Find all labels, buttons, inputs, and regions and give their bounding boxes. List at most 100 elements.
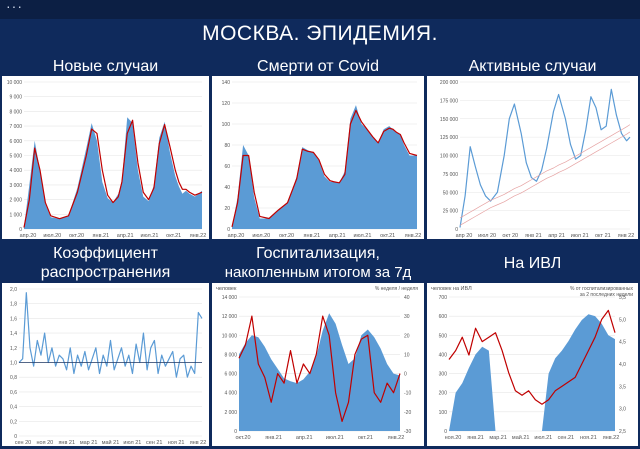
window-top-bar: ··· [0, 0, 640, 19]
x-tick-label: ноя 20 [37, 440, 54, 446]
panel-hosp: 0 2 000 4 000 6 000 8 000 10 000 12 000 14 000 -… [212, 283, 424, 446]
y-right-tick-label: 2,5 [619, 429, 626, 435]
panel-title-new-cases: Новые случаи [52, 58, 159, 75]
y-tick-label: 1,2 [10, 346, 17, 352]
x-tick-label: июл.21 [326, 435, 344, 441]
series-line [23, 119, 203, 228]
x-tick-label: июл 21 [571, 233, 589, 239]
menu-dots-icon[interactable]: ··· [6, 0, 23, 14]
panel-ivl: 0 100 200 300 400 500 600 700 2,5 3,0 3,5 4,0 4,5 5,0… [427, 283, 638, 446]
x-tick-label: мар.21 [489, 435, 507, 441]
y-tick-label: 7 000 [9, 124, 22, 130]
x-tick-label: апр.20 [228, 233, 245, 239]
y-right-tick-label: 3,0 [619, 407, 626, 413]
y-tick-label: 4 000 [9, 168, 22, 174]
series-line [459, 124, 631, 219]
x-tick-label: сен.21 [558, 435, 575, 441]
page-title: МОСКВА. ЭПИДЕМИЯ. [202, 22, 438, 45]
y-tick-label: 75 000 [443, 172, 459, 178]
series-line [448, 309, 616, 405]
x-tick-label: янв.21 [265, 435, 282, 441]
x-tick-label: июл 20 [478, 233, 496, 239]
y-tick-label: 700 [439, 295, 448, 301]
y-right-tick-label: -10 [404, 391, 411, 397]
y-right-tick-label: -20 [404, 410, 411, 416]
x-tick-label: янв.21 [467, 435, 484, 441]
x-tick-label: янв.22 [190, 233, 207, 239]
y-tick-label: 0 [227, 227, 230, 233]
y-tick-label: 200 [439, 391, 448, 397]
y-right-tick-label: -30 [404, 429, 411, 435]
x-tick-label: июл.20 [252, 233, 270, 239]
y-tick-label: 400 [439, 352, 448, 358]
y-tick-label: 25 000 [443, 209, 459, 215]
x-tick-label: янв 21 [525, 233, 542, 239]
y-tick-label: 3 000 [9, 183, 22, 189]
y-tick-label: 0,2 [10, 419, 17, 425]
x-tick-label: окт 21 [595, 233, 611, 239]
y-tick-label: 10 000 [7, 80, 23, 86]
y-tick-label: 140 [222, 80, 231, 86]
panel-new-cases: 0 1 000 2 000 3 000 4 000 5 000 6 000 7 000 8 00… [2, 76, 209, 239]
y-right-tick-label: 4,0 [619, 362, 626, 368]
x-tick-label: май 21 [102, 439, 120, 446]
x-tick-label: сен 21 [146, 440, 163, 446]
series-line [459, 88, 631, 228]
series-line [459, 131, 631, 226]
y-tick-label: 0 [14, 434, 17, 440]
x-tick-label: окт.21 [380, 233, 395, 239]
y-right-tick-label: 20 [404, 333, 410, 339]
y-tick-label: 80 [224, 143, 230, 149]
y-right-tick-label: 40 [404, 295, 410, 301]
y-tick-label: 0,6 [10, 390, 17, 396]
y-tick-label: 300 [439, 372, 448, 378]
x-tick-label: окт 20 [502, 233, 518, 239]
x-tick-label: янв.21 [304, 233, 321, 239]
chart-deaths: 0 20 40 60 80 100 120 140 апр.20 июл.20 окт.20 янв.… [222, 80, 422, 239]
y-tick-label: 9 000 [9, 95, 22, 101]
y-tick-label: 2 000 [224, 410, 237, 416]
x-tick-label: мар 21 [80, 440, 98, 446]
series-area [449, 314, 615, 431]
y-tick-label: 4 000 [224, 391, 237, 397]
series-line [231, 109, 418, 228]
y-tick-label: 8 000 [9, 109, 22, 115]
x-tick-label: июл.21 [534, 435, 552, 441]
y-tick-label: 12 000 [222, 314, 238, 320]
y-tick-label: 40 [224, 185, 230, 191]
chart-new-cases: 0 1 000 2 000 3 000 4 000 5 000 6 000 7 000 8 00… [7, 80, 207, 239]
x-tick-label: окт.20 [69, 233, 84, 239]
x-tick-label: сен 20 [15, 440, 32, 446]
panel-title-hosp-line2: накопленным итогом за 7д [224, 264, 412, 281]
y-tick-label: 0,4 [10, 405, 17, 411]
y-tick-label: 20 [224, 206, 230, 212]
x-tick-label: июл.21 [140, 233, 158, 239]
y-right-axis-label: % от госпитализированных [570, 286, 634, 292]
y-tick-label: 1,0 [10, 361, 17, 367]
x-tick-label: янв.22 [603, 435, 620, 441]
x-tick-label: ноя 21 [168, 440, 185, 446]
y-right-axis-label: % неделя / неделя [375, 286, 418, 292]
y-tick-label: 0 [444, 429, 447, 435]
x-tick-label: апр.21 [117, 233, 134, 239]
chart-active: 0 25 000 50 000 75 000 100 000 125 000 150 000… [440, 80, 634, 239]
y-tick-label: 6 000 [9, 139, 22, 145]
y-right-tick-label: 30 [404, 314, 410, 320]
y-tick-label: 8 000 [224, 352, 237, 358]
chart-hosp: 0 2 000 4 000 6 000 8 000 10 000 12 000 14 000 -… [216, 286, 418, 441]
y-tick-label: 100 [222, 122, 231, 128]
y-tick-label: 1,8 [10, 302, 17, 308]
y-right-tick-label: 3,5 [619, 384, 626, 390]
y-tick-label: 100 [439, 410, 448, 416]
panel-title-hosp-line1: Госпитализация, [256, 245, 380, 262]
panel-r: 0 0,2 0,4 0,6 0,8 1,0 1,2 1,4 1,6 1,8 2,0 сен 20 ноя… [2, 283, 209, 446]
x-tick-label: окт.20 [235, 435, 250, 441]
x-tick-label: июл.21 [353, 233, 371, 239]
y-right-tick-label: 5,0 [619, 317, 626, 323]
y-tick-label: 0 [19, 227, 22, 233]
chart-ivl: 0 100 200 300 400 500 600 700 2,5 3,0 3,5 4,0 4,5 5,0… [431, 286, 634, 441]
y-right-axis-label: за 2 последних недели [580, 292, 633, 298]
x-tick-label: янв.22 [405, 233, 422, 239]
x-tick-label: апр.20 [20, 233, 37, 239]
panel-title-r-line2: распространения [40, 264, 171, 281]
